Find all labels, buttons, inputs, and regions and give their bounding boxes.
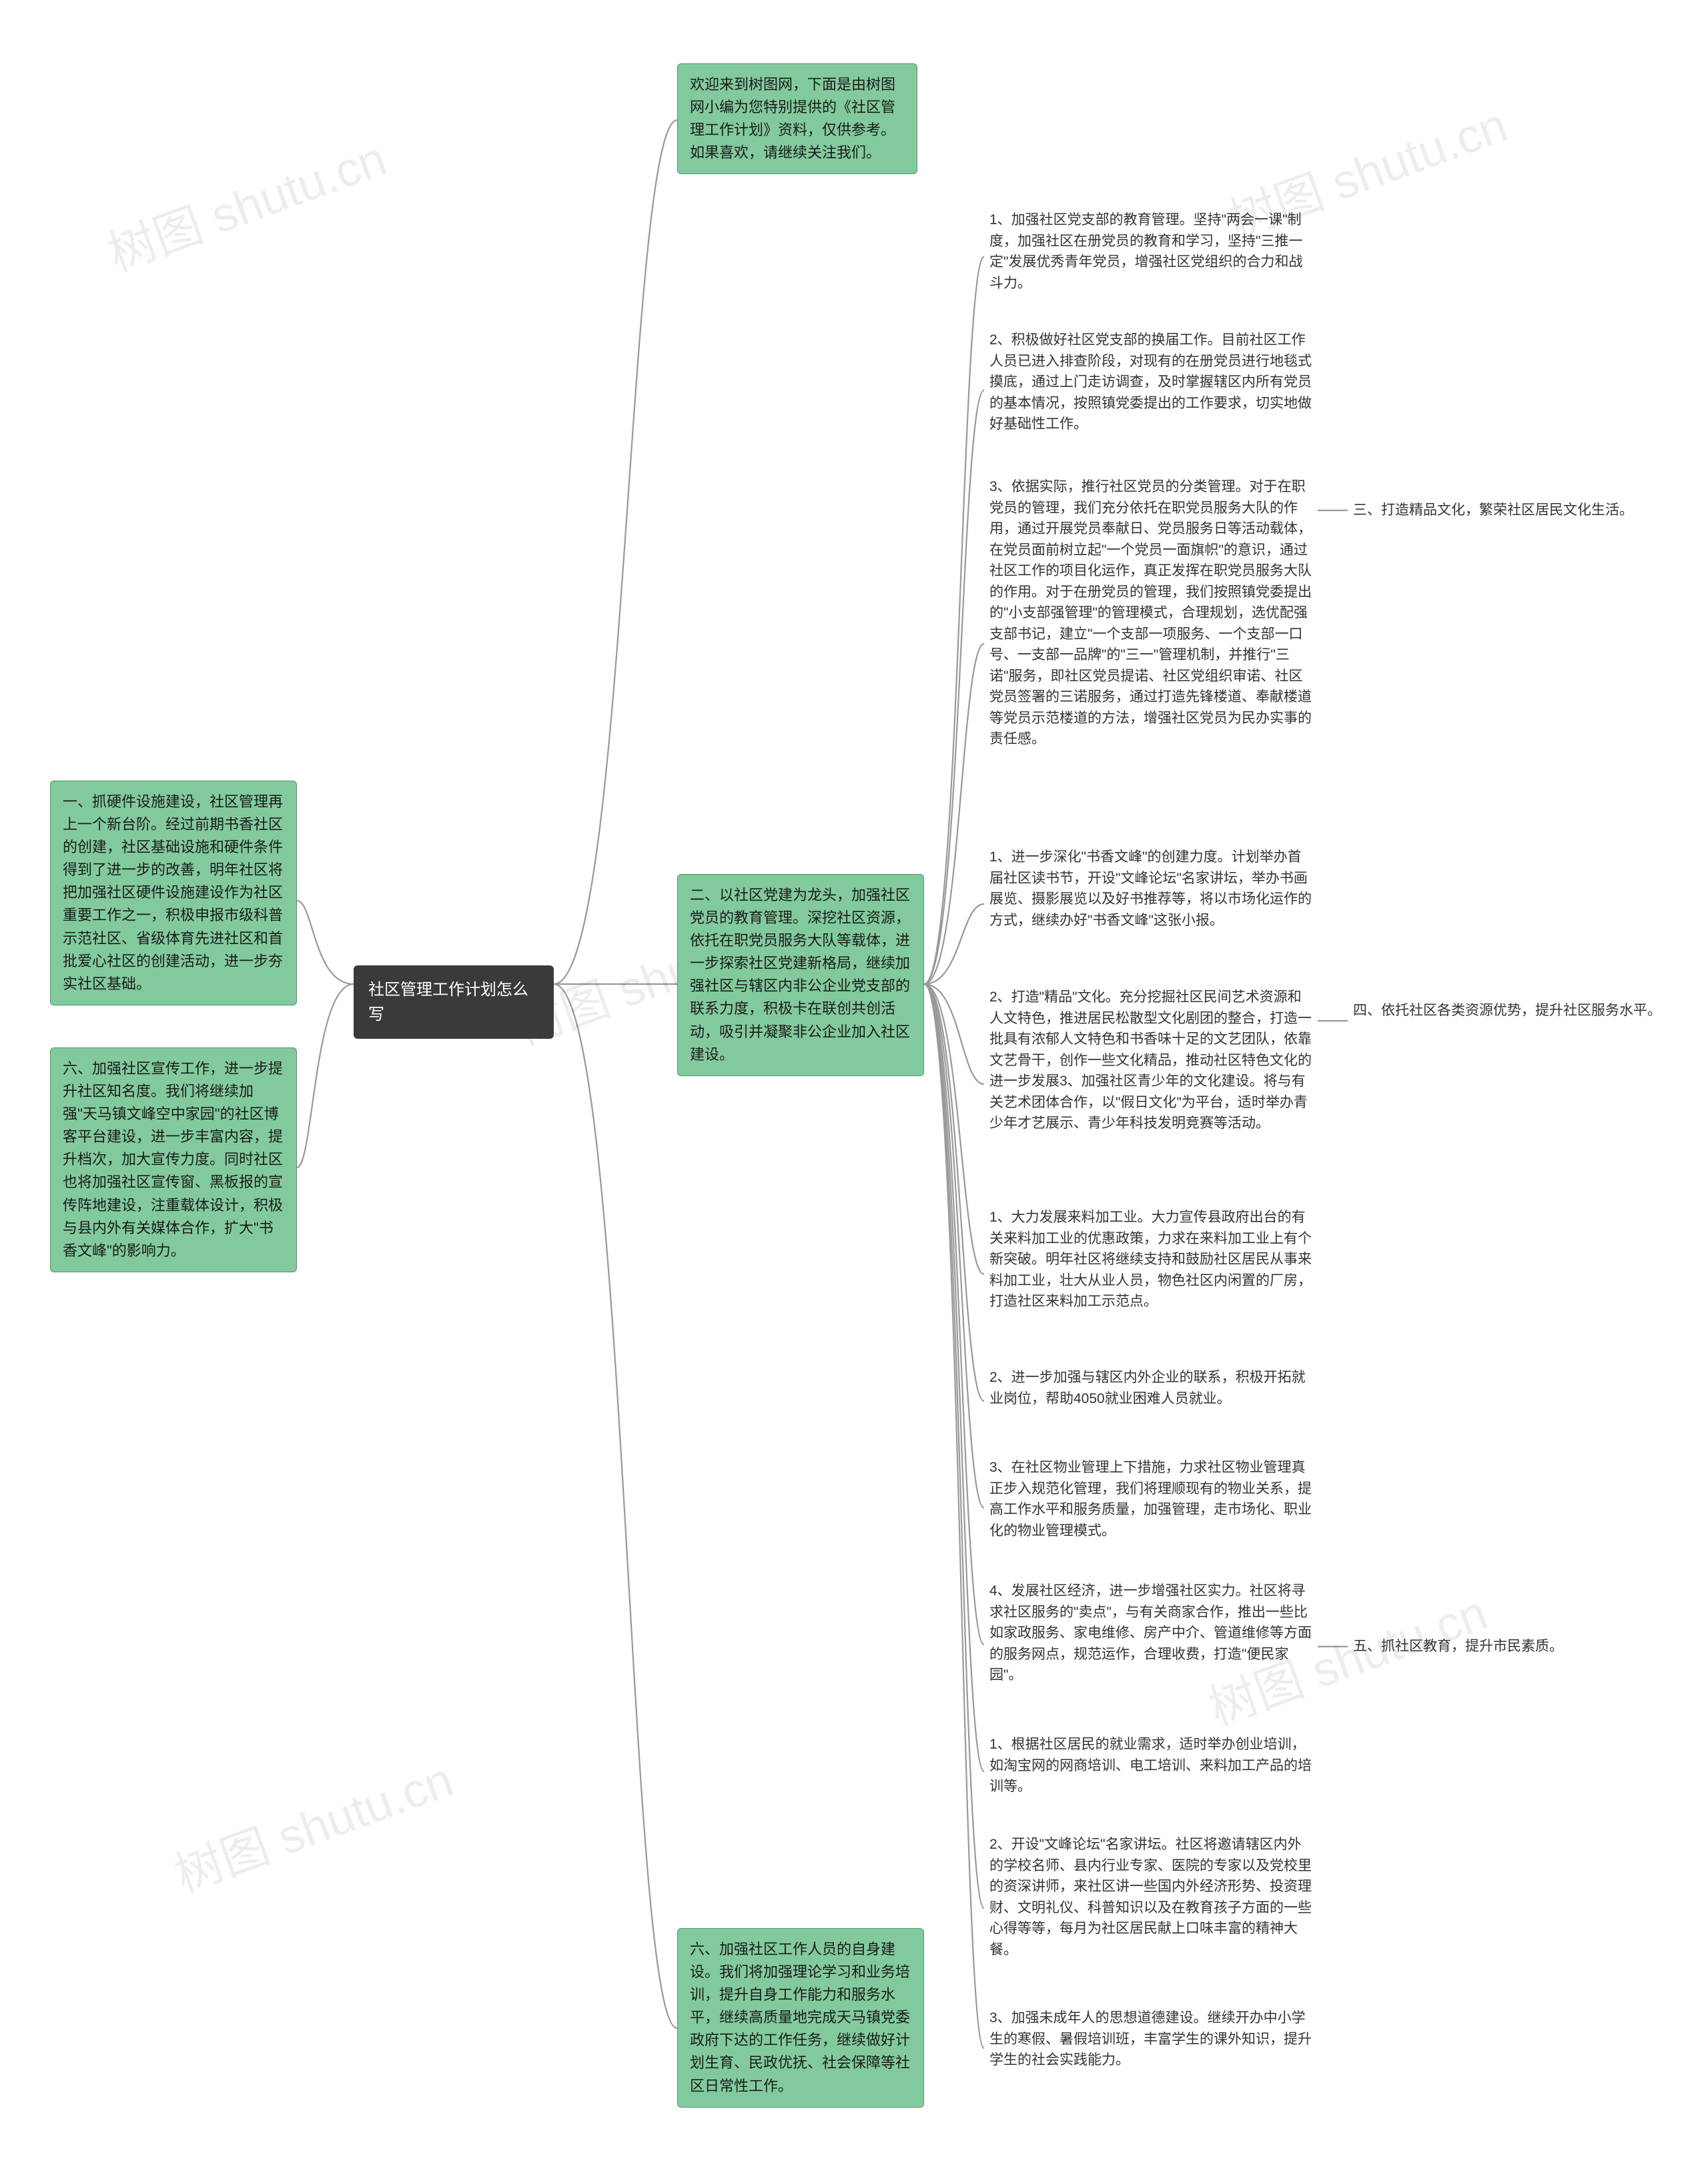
branch-section-6-left[interactable]: 六、加强社区宣传工作，进一步提升社区知名度。我们将继续加强"天马镇文峰空中家园"… <box>50 1047 297 1272</box>
leaf-node[interactable]: 3、在社区物业管理上下措施，力求社区物业管理真正步入规范化管理，我们将理顺现有的… <box>984 1454 1318 1544</box>
leaf-node[interactable]: 3、依据实际，推行社区党员的分类管理。对于在职党员的管理，我们充分依托在职党员服… <box>984 474 1318 753</box>
leaf-node[interactable]: 1、加强社区党支部的教育管理。坚持"两会一课"制度，加强社区在册党员的教育和学习… <box>984 207 1318 296</box>
branch-section-6-right[interactable]: 六、加强社区工作人员的自身建设。我们将加强理论学习和业务培训，提升自身工作能力和… <box>677 1928 924 2108</box>
leaf-heading-5[interactable]: 五、抓社区教育，提升市民素质。 <box>1348 1633 1621 1660</box>
leaf-node[interactable]: 3、加强未成年人的思想道德建设。继续开办中小学生的寒假、暑假培训班，丰富学生的课… <box>984 2005 1318 2074</box>
watermark: 树图 shutu.cn <box>97 119 394 285</box>
leaf-node[interactable]: 1、根据社区居民的就业需求，适时举办创业培训，如淘宝网的网商培训、电工培训、来料… <box>984 1731 1318 1800</box>
leaf-node[interactable]: 2、打造"精品"文化。充分挖掘社区民间艺术资源和人文特色，推进居民松散型文化剧团… <box>984 984 1318 1137</box>
branch-section-2[interactable]: 二、以社区党建为龙头，加强社区党员的教育管理。深挖社区资源，依托在职党员服务大队… <box>677 874 924 1076</box>
watermark: 树图 shutu.cn <box>163 1741 461 1906</box>
mindmap-root[interactable]: 社区管理工作计划怎么写 <box>354 965 554 1039</box>
leaf-node[interactable]: 1、进一步深化"书香文峰"的创建力度。计划举办首届社区读书节，开设"文峰论坛"名… <box>984 844 1318 933</box>
leaf-node[interactable]: 2、积极做好社区党支部的换届工作。目前社区工作人员已进入排查阶段，对现有的在册党… <box>984 327 1318 438</box>
leaf-heading-4[interactable]: 四、依托社区各类资源优势，提升社区服务水平。 <box>1348 997 1681 1024</box>
leaf-node[interactable]: 2、开设"文峰论坛"名家讲坛。社区将邀请辖区内外的学校名师、县内行业专家、医院的… <box>984 1831 1318 1963</box>
leaf-node[interactable]: 4、发展社区经济，进一步增强社区实力。社区将寻求社区服务的"卖点"，与有关商家合… <box>984 1578 1318 1689</box>
branch-intro[interactable]: 欢迎来到树图网，下面是由树图网小编为您特别提供的《社区管理工作计划》资料，仅供参… <box>677 63 917 174</box>
leaf-heading-3[interactable]: 三、打造精品文化，繁荣社区居民文化生活。 <box>1348 497 1668 524</box>
leaf-node[interactable]: 2、进一步加强与辖区内外企业的联系，积极开拓就业岗位，帮助4050就业困难人员就… <box>984 1364 1318 1412</box>
leaf-node[interactable]: 1、大力发展来料加工业。大力宣传县政府出台的有关来料加工业的优惠政策，力求在来料… <box>984 1204 1318 1315</box>
branch-section-1[interactable]: 一、抓硬件设施建设，社区管理再上一个新台阶。经过前期书香社区的创建，社区基础设施… <box>50 781 297 1005</box>
